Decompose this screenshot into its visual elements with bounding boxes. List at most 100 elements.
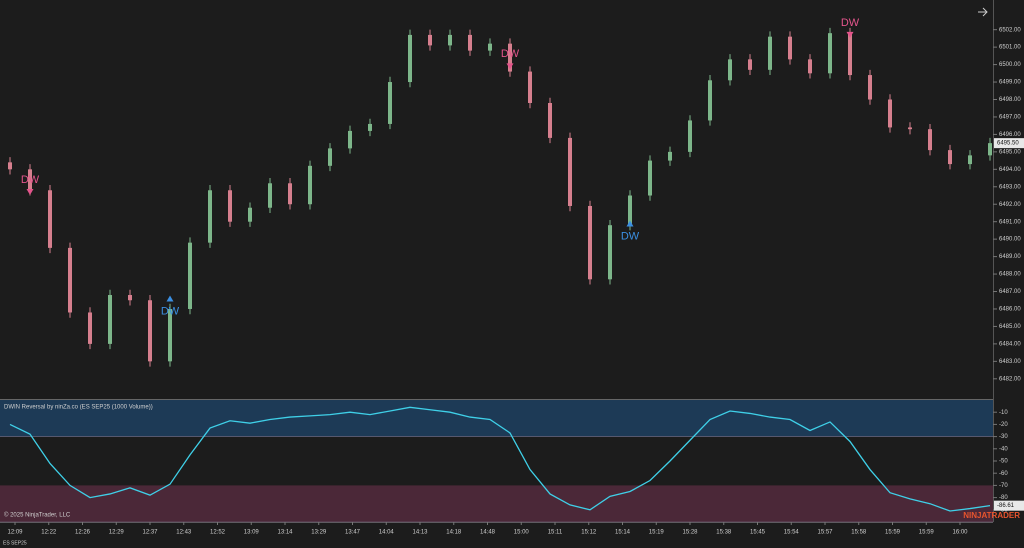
zone xyxy=(0,400,993,437)
signal-marker xyxy=(26,189,34,196)
zones xyxy=(0,400,993,523)
candle-body xyxy=(248,207,252,222)
candle-body xyxy=(508,43,512,72)
y-tick-label: -60 xyxy=(999,471,1008,477)
candle-body xyxy=(528,71,532,103)
oscillator-line xyxy=(9,406,991,512)
candle-body xyxy=(628,195,632,226)
candle-body xyxy=(428,34,432,46)
candle-body xyxy=(648,160,652,196)
candle-body xyxy=(348,130,352,149)
y-tick-label: 6498.00 xyxy=(999,97,1021,103)
y-tick-label: 6483.00 xyxy=(999,359,1021,365)
candle-body xyxy=(408,34,412,83)
zone xyxy=(0,485,993,522)
x-tick-label: 15:54 xyxy=(784,530,800,536)
x-tick-label: 13:29 xyxy=(311,530,327,536)
last-value-label: -86.61 xyxy=(997,503,1015,509)
candle-body xyxy=(368,123,372,131)
copyright: © 2025 NinjaTrader, LLC xyxy=(4,512,71,519)
candle-body xyxy=(808,59,812,74)
x-tick-label: 14:48 xyxy=(480,530,496,536)
y-tick-label: 6490.00 xyxy=(999,237,1021,243)
candle-body xyxy=(468,34,472,51)
y-tick-label: 6492.00 xyxy=(999,202,1021,208)
y-tick-label: -10 xyxy=(999,410,1008,416)
signal-label: DW xyxy=(621,230,640,242)
candle-body xyxy=(608,225,612,280)
x-tick-label: 12:43 xyxy=(176,530,192,536)
y-tick-label: 6491.00 xyxy=(999,219,1021,225)
candle-body xyxy=(268,183,272,208)
x-tick-label: 15:58 xyxy=(851,530,867,536)
candle-body xyxy=(28,169,32,191)
candle-body xyxy=(308,165,312,205)
y-tick-label: 6496.00 xyxy=(999,132,1021,138)
signal-marker xyxy=(846,31,854,38)
signal-marker xyxy=(506,63,514,70)
y-tick-label: 6499.00 xyxy=(999,80,1021,86)
indicator-title: DWIN Reversal by ninZa.co (ES SEP25 (100… xyxy=(4,405,153,411)
candle-body xyxy=(828,33,832,74)
x-tick-label: 12:09 xyxy=(7,530,23,536)
candle-body xyxy=(8,162,12,170)
x-tick-label: 13:09 xyxy=(244,530,260,536)
x-tick-label: 13:47 xyxy=(345,530,361,536)
candle-body xyxy=(548,102,552,138)
candle-body xyxy=(868,75,872,100)
signal-marker xyxy=(166,295,174,302)
x-tick-label: 15:57 xyxy=(817,530,833,536)
x-tick-label: 15:00 xyxy=(514,530,530,536)
candle-body xyxy=(148,300,152,362)
y-tick-label: 6489.00 xyxy=(999,254,1021,260)
x-tick-label: 16:00 xyxy=(952,530,968,536)
y-tick-label: -50 xyxy=(999,459,1008,465)
x-tick-label: 15:11 xyxy=(548,530,563,536)
y-tick-label: -80 xyxy=(999,495,1008,501)
brand: NINJATRADER xyxy=(963,511,1020,520)
candle-body xyxy=(988,143,992,156)
candle-body xyxy=(888,99,892,128)
y-tick-label: 6494.00 xyxy=(999,167,1021,173)
y-tick-label: -40 xyxy=(999,446,1008,452)
y-tick-label: 6482.00 xyxy=(999,376,1021,382)
signal-label: DW xyxy=(501,48,520,60)
x-tick-label: 12:22 xyxy=(41,530,57,536)
candle-body xyxy=(108,295,112,344)
y-tick-label: 6497.00 xyxy=(999,115,1021,121)
x-tick-label: 13:14 xyxy=(277,530,293,536)
x-tick-label: 12:37 xyxy=(142,530,158,536)
candle-body xyxy=(908,127,912,130)
candle-body xyxy=(968,155,972,165)
candle-body xyxy=(948,150,952,165)
y-tick-label: -20 xyxy=(999,422,1008,428)
y-tick-label: 6493.00 xyxy=(999,184,1021,190)
y-tick-label: 6488.00 xyxy=(999,272,1021,278)
candle-body xyxy=(448,34,452,46)
y-tick-label: 6487.00 xyxy=(999,289,1021,295)
x-tick-label: 14:13 xyxy=(412,530,428,536)
candle-body xyxy=(848,33,852,76)
x-tick-label: 15:14 xyxy=(615,530,631,536)
candle-body xyxy=(668,151,672,161)
nav-arrow[interactable] xyxy=(978,7,988,17)
candle-body xyxy=(688,120,692,152)
candle-body xyxy=(488,43,492,51)
y-tick-label: -30 xyxy=(999,434,1008,440)
signal-label: DW xyxy=(21,174,40,186)
candle-body xyxy=(208,190,212,243)
instrument: ES SEP25 xyxy=(3,540,27,546)
signal-label: DW xyxy=(841,17,860,29)
y-tick-label: -70 xyxy=(999,483,1008,489)
y-tick-label: 6495.00 xyxy=(999,149,1021,155)
candle-body xyxy=(568,137,572,206)
x-tick-label: 15:59 xyxy=(885,530,901,536)
y-tick-label: 6486.00 xyxy=(999,307,1021,313)
x-tick-label: 15:45 xyxy=(750,530,766,536)
y-tick-label: 6485.00 xyxy=(999,324,1021,330)
candle-body xyxy=(188,242,192,309)
x-tick-label: 14:18 xyxy=(446,530,462,536)
candle-body xyxy=(228,190,232,222)
